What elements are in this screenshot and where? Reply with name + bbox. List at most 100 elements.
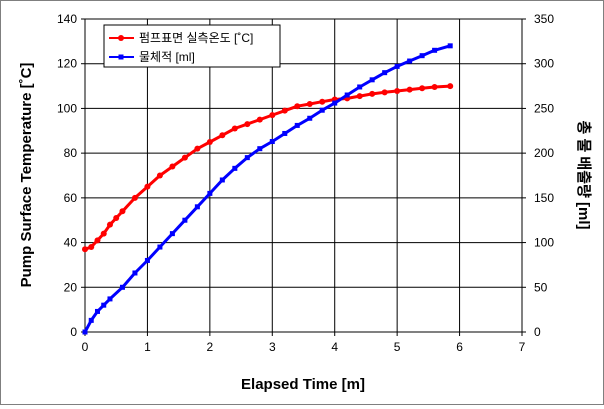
- y-left-axis-title: Pump Surface Temperature [˚C]: [18, 63, 35, 288]
- series-0-point-1: [88, 244, 95, 251]
- y-right-tick-label-5: 250: [534, 101, 554, 115]
- series-1-point-27: [394, 63, 400, 69]
- series-1-point-11: [194, 204, 200, 210]
- series-1-point-1: [88, 317, 94, 323]
- series-0-point-27: [381, 89, 388, 96]
- series-0-point-4: [106, 221, 113, 228]
- series-1-point-2: [94, 308, 100, 314]
- series-0-point-9: [156, 172, 163, 179]
- y-right-ticks: 0 50 100 150 200 250 300 350: [522, 12, 554, 339]
- series-1-point-21: [319, 107, 325, 113]
- series-1-point-5: [119, 284, 125, 290]
- y-right-axis-title: 총 물 배출량 [ml]: [575, 121, 593, 230]
- series-1-point-24: [357, 84, 363, 90]
- series-1-point-28: [407, 58, 413, 64]
- series-0-point-28: [394, 87, 401, 94]
- legend-marker-volume: [118, 54, 124, 60]
- legend-label-temp: 펌프표면 실측온도 [˚C]: [139, 31, 253, 45]
- series-0-point-12: [194, 145, 201, 152]
- y-left-tick-label-1: 20: [64, 280, 78, 294]
- y-left-tick-label-3: 60: [64, 191, 78, 205]
- series-0-point-7: [131, 194, 138, 201]
- legend-marker-temp: [118, 35, 124, 41]
- x-tick-label-7: 7: [519, 340, 526, 354]
- x-axis-title: Elapsed Time [m]: [241, 376, 365, 393]
- series-0-point-29: [406, 86, 413, 93]
- x-tick-label-1: 1: [144, 340, 151, 354]
- series-1-point-25: [369, 77, 375, 83]
- series-1-point-29: [419, 53, 425, 59]
- y-right-tick-label-0: 0: [534, 325, 541, 339]
- x-tick-label-6: 6: [456, 340, 463, 354]
- y-left-tick-label-5: 100: [57, 101, 77, 115]
- series-1-point-0: [82, 329, 88, 335]
- x-tick-label-3: 3: [269, 340, 276, 354]
- series-1-point-22: [332, 100, 338, 106]
- series-0-point-21: [306, 100, 313, 107]
- series-1-point-16: [257, 146, 263, 152]
- series-0-point-18: [269, 112, 276, 119]
- legend-box: [103, 24, 281, 68]
- series-0-point-11: [181, 154, 188, 161]
- series-1-point-13: [219, 177, 225, 183]
- y-left-ticks: 0 20 40 60 80 100 120 140: [57, 12, 85, 339]
- series-1-point-14: [232, 165, 238, 171]
- y-right-tick-label-2: 100: [534, 236, 554, 250]
- series-1-point-30: [432, 47, 438, 53]
- series-layer: [82, 43, 454, 335]
- series-1-point-7: [144, 257, 150, 263]
- series-0-point-19: [281, 107, 288, 114]
- series-0-point-30: [419, 85, 426, 92]
- series-1-point-31: [447, 43, 453, 49]
- y-left-tick-label-7: 140: [57, 12, 77, 26]
- x-ticks: 0 1 2 3 4 5 6 7: [82, 332, 526, 354]
- series-1-point-12: [207, 190, 213, 196]
- series-1-point-26: [382, 70, 388, 76]
- y-right-tick-label-6: 300: [534, 57, 554, 71]
- series-1-point-19: [294, 122, 300, 128]
- series-1-point-4: [107, 296, 113, 302]
- series-1-point-18: [282, 130, 288, 136]
- series-0-point-20: [294, 103, 301, 110]
- series-0-point-0: [82, 246, 88, 253]
- plot-border: [84, 18, 523, 333]
- x-tick-label-4: 4: [331, 340, 338, 354]
- series-1-point-8: [157, 244, 163, 250]
- legend-label-volume: 물체적 [ml]: [139, 50, 195, 64]
- y-right-tick-label-7: 350: [534, 12, 554, 26]
- series-1-point-9: [169, 231, 175, 237]
- x-tick-label-2: 2: [207, 340, 214, 354]
- series-0-point-13: [206, 138, 213, 145]
- y-right-tick-label-1: 50: [534, 280, 548, 294]
- y-right-tick-label-4: 200: [534, 146, 554, 160]
- series-0-point-16: [244, 121, 251, 128]
- y-left-tick-label-4: 80: [64, 146, 78, 160]
- series-1-point-20: [307, 115, 313, 121]
- y-right-tick-label-3: 150: [534, 191, 554, 205]
- series-0-point-14: [219, 132, 226, 139]
- y-left-tick-label-2: 40: [64, 236, 78, 250]
- legend: 펌프표면 실측온도 [˚C] 물체적 [ml]: [103, 24, 281, 68]
- series-0-point-6: [119, 208, 126, 215]
- series-0-point-2: [94, 237, 101, 244]
- series-0-point-31: [431, 83, 438, 90]
- series-1-point-23: [344, 92, 350, 98]
- series-1-point-10: [182, 217, 188, 223]
- series-1-point-15: [244, 155, 250, 161]
- series-0-point-10: [169, 163, 176, 170]
- y-left-tick-label-6: 120: [57, 57, 77, 71]
- series-1-point-6: [132, 270, 138, 276]
- series-0-point-32: [447, 83, 454, 90]
- series-1-point-17: [269, 139, 275, 145]
- series-0-point-26: [369, 90, 376, 97]
- x-tick-label-5: 5: [394, 340, 401, 354]
- series-0-point-8: [144, 183, 151, 190]
- series-0-point-22: [319, 98, 326, 105]
- series-0-point-17: [256, 116, 263, 123]
- series-0-point-15: [231, 125, 238, 132]
- series-1-point-3: [101, 302, 107, 308]
- y-left-tick-label-0: 0: [70, 325, 77, 339]
- series-0-point-5: [113, 214, 120, 221]
